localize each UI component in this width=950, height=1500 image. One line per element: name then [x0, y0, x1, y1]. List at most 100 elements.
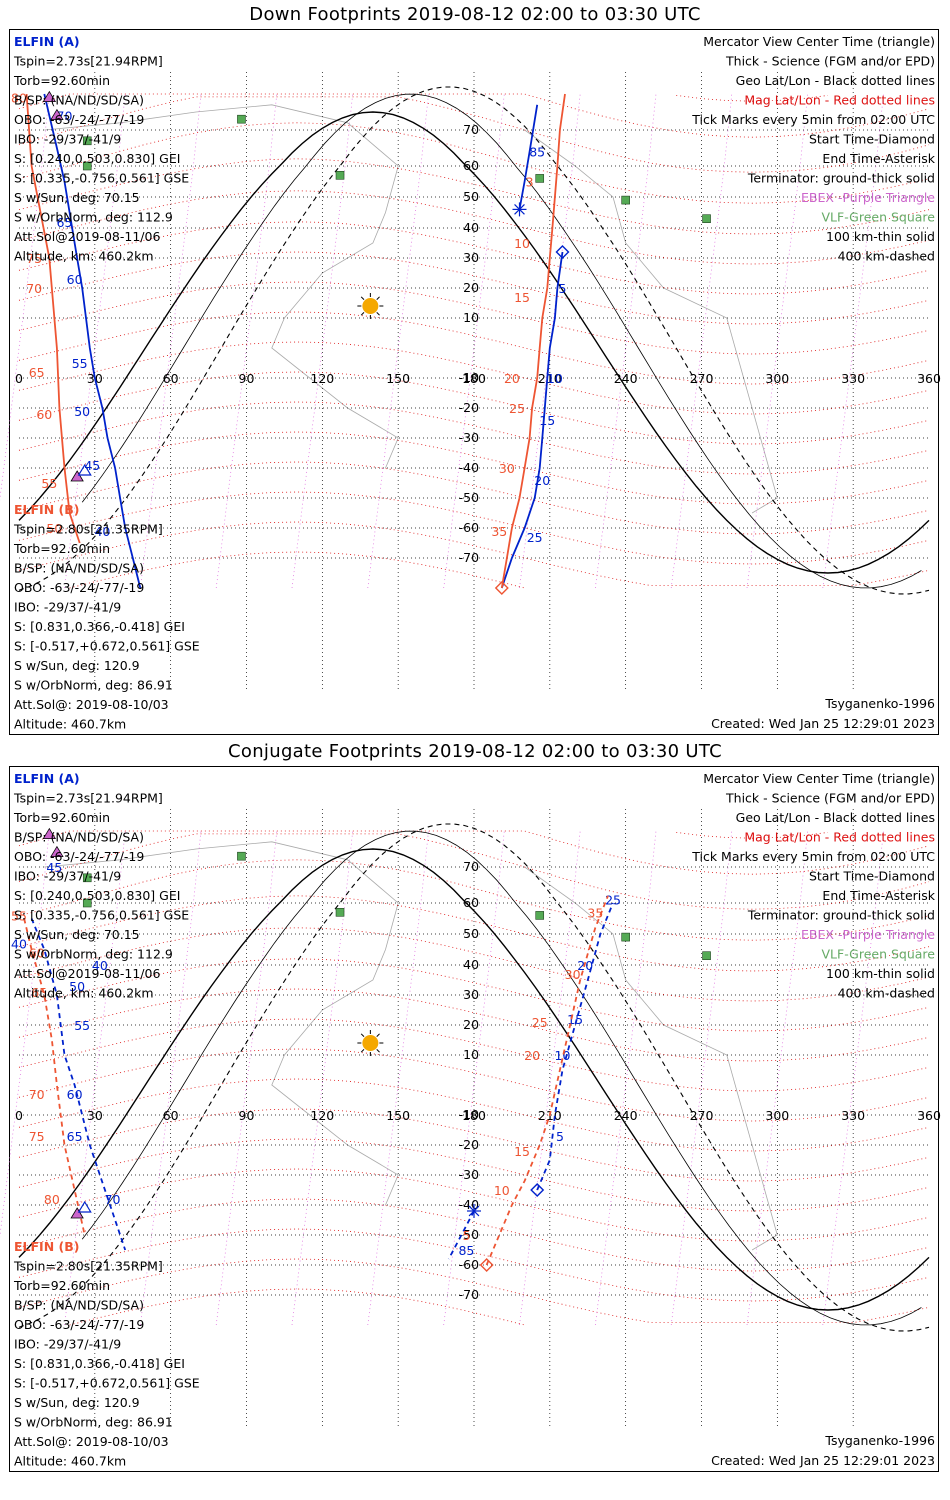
y-tick-label: -10 [459, 370, 479, 385]
mag-meridian [215, 830, 278, 1326]
mag-meridian [215, 93, 278, 589]
legend-line: Tick Marks every 5min from 02:00 UTC [691, 112, 935, 127]
time-tick-label: 30 [565, 967, 581, 982]
down-footprints-panel: Down Footprints 2019-08-12 02:00 to 03:3… [0, 0, 950, 740]
time-tick-label: 15 [514, 290, 530, 305]
time-tick-label: 45 [46, 860, 62, 875]
footprint-track [500, 93, 566, 589]
time-tick-label: 65 [29, 365, 45, 380]
time-tick-label: 35 [587, 905, 603, 920]
legend-line: 100 km-thin solid [826, 229, 935, 244]
footprint-track [536, 902, 614, 1191]
x-tick-label: 0 [15, 371, 23, 386]
time-tick-label: 25 [605, 892, 621, 907]
elfin-a-info-line: Altitude, km: 460.2km [14, 986, 154, 1001]
x-tick-label: 150 [386, 1108, 410, 1123]
legend-line: VLF-Green Square [821, 947, 935, 962]
legend-line: End Time-Asterisk [822, 888, 935, 903]
time-tick-label: 30 [499, 461, 515, 476]
time-tick-label: 50 [69, 979, 85, 994]
y-tick-label: -70 [459, 1287, 479, 1302]
map-svg: 0 30 60 90 120 150 180 210 240 270 300 330 360706050… [0, 34, 941, 732]
mag-meridian [594, 830, 657, 1326]
chart-title: Down Footprints 2019-08-12 02:00 to 03:3… [249, 4, 701, 25]
x-tick-label: 270 [690, 371, 714, 386]
x-tick-label: 90 [239, 1108, 255, 1123]
legend-line: Mag Lat/Lon - Red dotted lines [744, 93, 935, 108]
elfin-b-title: ELFIN (B) [14, 1239, 79, 1254]
y-tick-label: -30 [459, 1167, 479, 1182]
mag-meridian [0, 93, 50, 501]
time-tick-label: 25 [532, 1015, 548, 1030]
legend-line: EBEX -Purple Triangle [801, 190, 935, 205]
elfin-b-title: ELFIN (B) [14, 502, 79, 517]
vlf-square [237, 851, 246, 861]
elfin-b-info-line: B/SP: (NA/ND/SD/SA) [14, 561, 144, 576]
mag-meridian [139, 93, 202, 589]
elfin-b-info-line: Torb=92.60min [13, 541, 110, 556]
vlf-square [237, 114, 246, 124]
legend-line: Thick - Science (FGM and/or EPD) [725, 54, 935, 69]
center-time-triangle-icon [77, 463, 92, 476]
sun-ray [360, 312, 365, 316]
elfin-a-info-line: Tspin=2.73s[21.94RPM] [13, 54, 163, 69]
mag-meridian [291, 93, 354, 589]
elfin-b-info-line: Att.Sol@: 2019-08-10/03 [14, 1434, 169, 1449]
elfin-a-info-line: Torb=92.60min [13, 73, 110, 88]
start-diamond-icon [494, 581, 509, 595]
center-time-triangle-icon [77, 1200, 92, 1213]
y-tick-label: -20 [459, 1137, 479, 1152]
map-frame [9, 29, 939, 735]
terminator-400km [18, 86, 930, 595]
mag-meridian [443, 93, 505, 589]
time-tick-label: 45 [84, 458, 100, 473]
created-timestamp: Created: Wed Jan 25 12:29:01 2023 [711, 1453, 935, 1468]
y-tick-label: 30 [463, 250, 479, 265]
elfin-a-info-line: S w/OrbNorm, deg: 112.9 [14, 947, 173, 962]
x-tick-label: 90 [239, 371, 255, 386]
time-tick-label: 5 [462, 1228, 470, 1243]
time-tick-label: 35 [491, 524, 507, 539]
coastline-path [524, 129, 778, 514]
y-tick-label: -20 [459, 400, 479, 415]
time-tick-label: 65 [67, 1129, 83, 1144]
vlf-square [82, 898, 92, 908]
legend-line: Geo Lat/Lon - Black dotted lines [736, 810, 935, 825]
legend-line: Start Time-Diamond [809, 132, 935, 147]
y-tick-label: -30 [459, 430, 479, 445]
elfin-a-title: ELFIN (A) [14, 771, 80, 786]
chart-title: Conjugate Footprints 2019-08-12 02:00 to… [228, 741, 722, 762]
x-tick-label: 180 [462, 371, 486, 386]
legend-line: 100 km-thin solid [826, 966, 935, 981]
elfin-b-info-line: S: [0.831,0.366,-0.418] GEI [14, 1356, 185, 1371]
sun-ray [360, 1049, 365, 1053]
elfin-a-info-line: S w/Sun, deg: 70.15 [14, 927, 140, 942]
elfin-a-info-line: S: [0.240,0.503,0.830] GEI [14, 888, 180, 903]
y-tick-label: 70 [463, 122, 479, 137]
x-tick-label: 330 [841, 371, 865, 386]
elfin-a-info-line: S w/Sun, deg: 70.15 [14, 190, 140, 205]
x-tick-label: 0 [15, 1108, 23, 1123]
terminator-100km [81, 93, 922, 589]
elfin-a-info-line: S: [0.335,-0.756,0.561] GSE [14, 908, 189, 923]
model-name: Tsyganenko-1996 [824, 696, 935, 711]
time-tick-label: 70 [105, 1192, 121, 1207]
start-diamond-icon [555, 245, 570, 259]
y-tick-label: 30 [463, 987, 479, 1002]
start-diamond-icon [530, 1183, 545, 1197]
elfin-b-info-line: S w/Sun, deg: 120.9 [14, 1395, 140, 1410]
mag-meridian [519, 830, 581, 1326]
time-tick-label: 15 [567, 1012, 583, 1027]
time-tick-label: 5 [556, 1129, 564, 1144]
legend-line: EBEX -Purple Triangle [801, 927, 935, 942]
y-tick-label: 70 [463, 859, 479, 874]
mag-parallel [18, 830, 930, 875]
y-tick-label: 20 [463, 1017, 479, 1032]
elfin-b-info-line: S w/OrbNorm, deg: 86.91 [14, 1415, 173, 1430]
legend-line: Mag Lat/Lon - Red dotted lines [744, 830, 935, 845]
elfin-a-title: ELFIN (A) [14, 34, 80, 49]
legend-line: 400 km-dashed [838, 986, 935, 1001]
footprint-track [43, 93, 142, 589]
mag-meridian [822, 93, 884, 589]
elfin-a-info-line: S: [0.240,0.503,0.830] GEI [14, 151, 180, 166]
